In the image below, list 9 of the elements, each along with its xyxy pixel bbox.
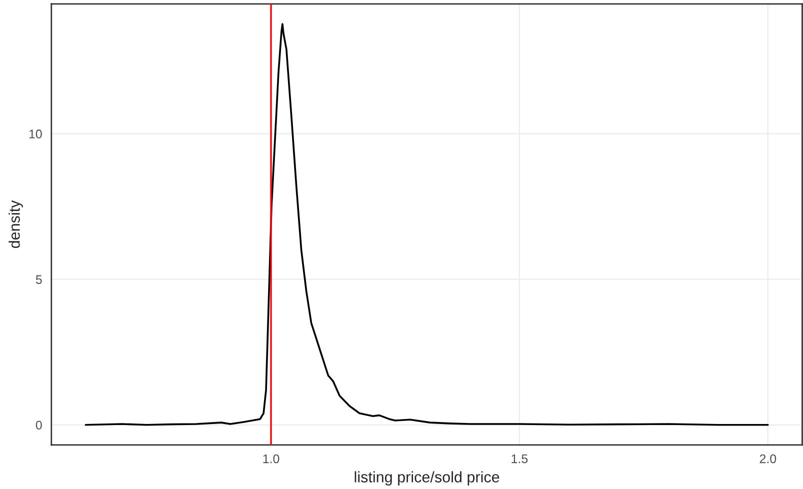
x-tick-label: 2.0 [760, 454, 776, 464]
x-tick-label: 1.0 [263, 454, 280, 464]
y-tick-label: 10 [29, 130, 42, 138]
y-tick-label: 5 [36, 275, 42, 284]
x-tick-label: 1.5 [512, 454, 528, 464]
y-axis-title: density [8, 200, 23, 248]
y-tick-label: 0 [36, 420, 42, 430]
line-series [84, 23, 769, 426]
x-axis-title: listing price/sold price [354, 471, 500, 486]
